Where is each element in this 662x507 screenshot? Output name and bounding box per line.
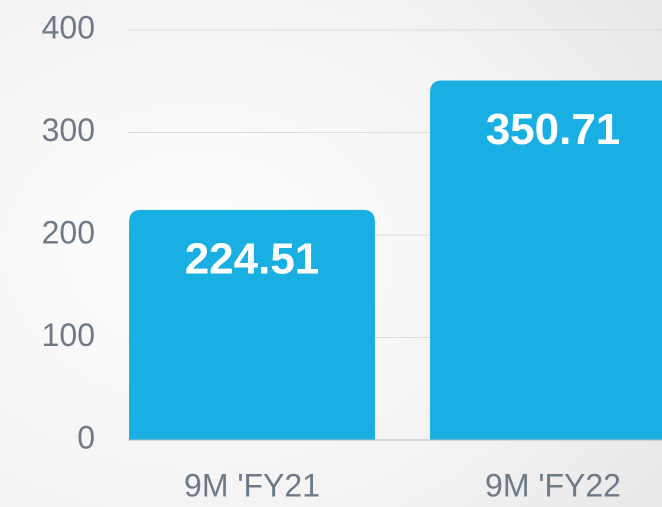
value-label: 224.51 xyxy=(185,235,320,284)
bar xyxy=(430,80,662,440)
y-tick-label: 400 xyxy=(42,9,95,45)
y-tick-label: 300 xyxy=(42,112,95,148)
y-tick-label: 100 xyxy=(42,317,95,353)
y-tick-label: 0 xyxy=(77,419,95,455)
x-tick-label: 9M 'FY22 xyxy=(485,467,621,503)
y-tick-label: 200 xyxy=(42,214,95,250)
x-tick-label: 9M 'FY21 xyxy=(184,467,320,503)
value-label: 350.71 xyxy=(486,105,621,154)
bar xyxy=(129,209,375,440)
